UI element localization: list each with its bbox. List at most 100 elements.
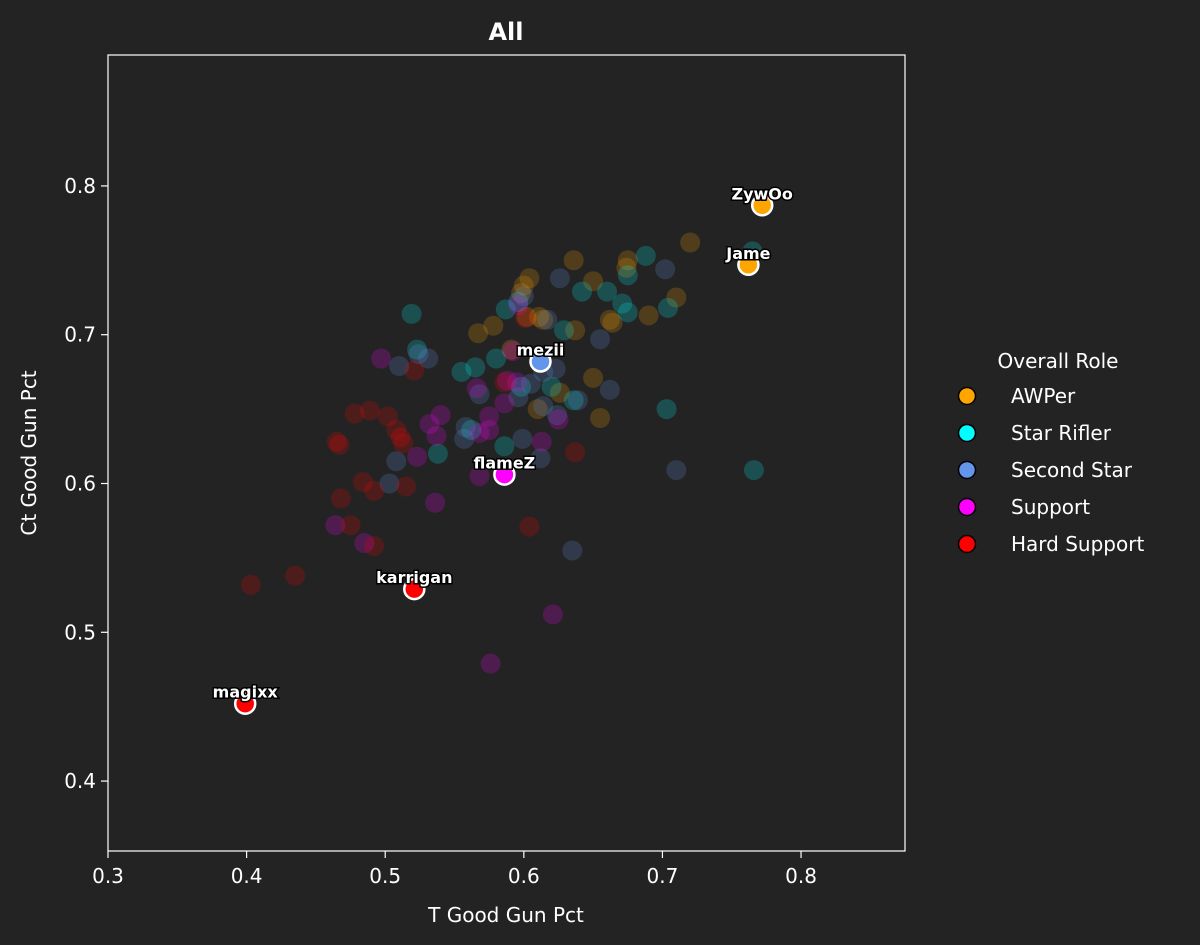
point-hard-support-13 [396, 476, 416, 497]
point-awper-3 [519, 268, 540, 289]
player-label-flamez: flameZ [474, 454, 536, 473]
point-support-10 [469, 422, 490, 443]
point-support-20 [480, 653, 501, 674]
point-star-rifler-14 [465, 357, 486, 378]
point-hard-support-7 [390, 427, 411, 448]
x-tick-label-3: 0.6 [508, 864, 540, 888]
point-hard-support-16 [364, 536, 385, 556]
point-support-16 [425, 492, 446, 513]
legend-marker-hard-support [957, 534, 977, 554]
point-hard-support-17 [565, 442, 586, 463]
point-support-5 [494, 393, 515, 414]
point-star-rifler-22 [743, 460, 764, 481]
point-awper-5 [583, 271, 604, 292]
x-tick-label-2: 0.5 [369, 864, 401, 888]
point-hard-support-0 [515, 308, 536, 329]
point-second-star-1 [549, 268, 570, 289]
point-star-rifler-18 [563, 390, 584, 411]
legend-label-support: Support [1011, 495, 1090, 519]
point-hard-support-3 [344, 403, 365, 424]
point-star-rifler-3 [572, 281, 592, 302]
point-second-star-21 [386, 451, 407, 472]
point-second-star-5 [418, 348, 439, 369]
point-star-rifler-12 [407, 339, 428, 360]
point-star-rifler-2 [617, 265, 638, 286]
point-awper-4 [513, 275, 534, 296]
x-axis-label: T Good Gun Pct [427, 903, 584, 927]
point-awper-9 [533, 309, 554, 330]
point-star-rifler-4 [597, 281, 617, 302]
point-awper-21 [527, 399, 548, 420]
point-star-rifler-9 [495, 299, 516, 320]
legend-label-awper: AWPer [1011, 384, 1076, 408]
point-second-star-2 [513, 286, 534, 306]
point-second-star-7 [408, 344, 429, 365]
legend: Overall Role AWPer Star Rifler Second Star… [957, 349, 1144, 556]
point-second-star-24 [562, 540, 583, 561]
point-awper-13 [638, 305, 659, 326]
point-awper-17 [501, 339, 522, 360]
point-star-rifler-17 [511, 376, 532, 397]
point-second-star-13 [599, 379, 620, 400]
point-support-21 [506, 372, 527, 393]
point-star-rifler-21 [427, 443, 448, 464]
chart-title: All [488, 18, 523, 46]
point-awper-22 [616, 257, 637, 278]
point-awper-16 [565, 320, 586, 341]
point-hard-support-4 [360, 400, 380, 421]
point-awper-12 [602, 312, 623, 333]
point-second-star-4 [590, 329, 611, 350]
y-tick-label-4: 0.8 [64, 174, 96, 198]
point-star-rifler-19 [656, 399, 677, 420]
point-support-6 [479, 406, 500, 427]
point-hard-support-6 [386, 419, 407, 440]
legend-label-second-star: Second Star [1011, 458, 1133, 482]
point-star-rifler-23 [461, 419, 482, 440]
point-support-7 [430, 405, 451, 426]
point-support-17 [354, 533, 375, 553]
x-tick-label-1: 0.4 [231, 864, 263, 888]
legend-marker-awper [957, 386, 977, 406]
x-tick-label-5: 0.8 [785, 864, 817, 888]
legend-marker-support [957, 497, 977, 517]
legend-marker-star-rifler [957, 423, 977, 443]
player-label-karrigan: karrigan [376, 568, 452, 587]
point-star-rifler-13 [451, 361, 472, 382]
point-support-13 [548, 409, 569, 430]
point-hard-support-19 [285, 565, 306, 586]
point-awper-0 [680, 232, 701, 253]
legend-label-hard-support: Hard Support [1011, 532, 1144, 556]
point-hard-support-8 [393, 433, 414, 454]
point-support-8 [419, 414, 440, 434]
player-label-jame: Jame [725, 244, 770, 263]
player-point-jame [737, 253, 760, 277]
legend-label-star-rifler: Star Rifler [1011, 421, 1112, 445]
point-second-star-17 [455, 417, 476, 437]
plot-frame [107, 54, 906, 852]
x-tick-label-0: 0.3 [92, 864, 124, 888]
point-second-star-22 [379, 473, 400, 494]
point-support-14 [407, 446, 428, 467]
point-awper-11 [599, 309, 620, 330]
point-awper-18 [590, 408, 611, 428]
point-star-rifler-8 [508, 292, 529, 312]
y-tick-label-0: 0.4 [64, 769, 96, 793]
background-points [240, 232, 764, 674]
point-second-star-18 [454, 428, 475, 449]
point-second-star-10 [469, 384, 490, 405]
point-hard-support-18 [519, 516, 540, 537]
point-support-19 [542, 604, 563, 625]
point-hard-support-14 [330, 488, 351, 509]
player-point-karrigan [403, 577, 426, 601]
point-awper-6 [511, 283, 532, 304]
point-star-rifler-20 [494, 436, 515, 457]
y-tick-label-3: 0.7 [64, 323, 96, 347]
player-label-zywoo: ZywOo [731, 184, 792, 203]
point-hard-support-20 [240, 574, 261, 595]
point-support-0 [508, 295, 529, 315]
point-awper-20 [549, 382, 570, 403]
point-star-rifler-11 [554, 320, 574, 341]
player-point-mezii [529, 350, 552, 373]
